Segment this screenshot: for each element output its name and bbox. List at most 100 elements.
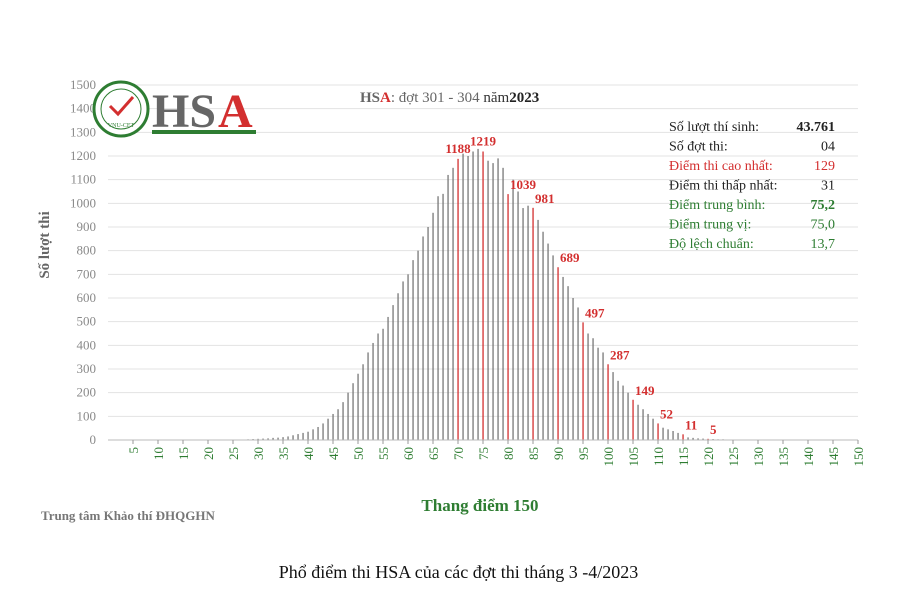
bar bbox=[582, 322, 584, 440]
x-tick-label: 105 bbox=[626, 447, 641, 467]
bar bbox=[622, 385, 624, 440]
logo-a: A bbox=[218, 85, 253, 138]
bar bbox=[287, 436, 289, 440]
bar bbox=[562, 276, 564, 440]
bar bbox=[392, 305, 394, 440]
y-tick-label: 500 bbox=[77, 314, 97, 329]
bar bbox=[387, 316, 389, 440]
y-tick-label: 1400 bbox=[70, 101, 96, 116]
bar bbox=[367, 352, 369, 440]
x-tick-label: 110 bbox=[651, 447, 666, 466]
x-tick-labels: 5 10 15 20 25 30 35 40 45 50 55 60 65 70 75 80 85 90 95 100… bbox=[126, 440, 866, 467]
bar bbox=[497, 158, 499, 440]
x-tick-label: 55 bbox=[376, 447, 391, 460]
bar bbox=[312, 429, 314, 440]
x-tick-label: 15 bbox=[176, 447, 191, 460]
data-label: 11 bbox=[685, 417, 697, 432]
bar bbox=[687, 437, 689, 440]
bar bbox=[277, 437, 279, 440]
bar bbox=[652, 418, 654, 440]
bar bbox=[412, 260, 414, 440]
data-label: 1039 bbox=[510, 177, 537, 192]
y-tick-label: 400 bbox=[77, 337, 97, 352]
bar bbox=[592, 338, 594, 440]
bar bbox=[542, 231, 544, 440]
bar bbox=[602, 352, 604, 440]
y-tick-label: 700 bbox=[77, 266, 97, 281]
bar bbox=[682, 434, 684, 440]
score-distribution-chart: 0100200300400500600700800900100011001200… bbox=[37, 77, 866, 523]
bar bbox=[322, 423, 324, 440]
x-tick-label: 30 bbox=[251, 447, 266, 460]
logo-underline bbox=[152, 130, 256, 134]
stat-label: Điểm thi thấp nhất: bbox=[669, 179, 777, 194]
logo-hs: HS bbox=[152, 85, 216, 138]
bar bbox=[407, 274, 409, 440]
stat-value: 75,2 bbox=[811, 198, 836, 213]
x-tick-label: 5 bbox=[126, 447, 141, 454]
bar bbox=[547, 243, 549, 440]
bar bbox=[512, 179, 514, 440]
bar bbox=[632, 399, 634, 440]
y-tick-label: 100 bbox=[77, 408, 97, 423]
x-tick-label: 70 bbox=[451, 447, 466, 460]
bar bbox=[352, 383, 354, 440]
x-tick-label: 95 bbox=[576, 447, 591, 460]
bar bbox=[667, 429, 669, 440]
bar bbox=[267, 438, 269, 440]
stat-label: Số đợt thi: bbox=[669, 140, 728, 155]
stat-value: 31 bbox=[821, 179, 835, 194]
y-tick-label: 900 bbox=[77, 219, 97, 234]
bar bbox=[517, 191, 519, 440]
bar bbox=[642, 409, 644, 440]
bar bbox=[282, 437, 284, 440]
bar bbox=[607, 364, 609, 440]
bar bbox=[382, 328, 384, 440]
x-tick-label: 135 bbox=[776, 447, 791, 467]
bar bbox=[327, 418, 329, 440]
bar bbox=[422, 236, 424, 440]
bar bbox=[662, 427, 664, 440]
bar bbox=[522, 208, 524, 440]
bar bbox=[587, 333, 589, 440]
data-label: 1188 bbox=[445, 141, 471, 156]
y-tick-label: 800 bbox=[77, 243, 97, 258]
bar bbox=[527, 205, 529, 440]
bar bbox=[572, 298, 574, 440]
x-tick-label: 150 bbox=[851, 447, 866, 467]
bar bbox=[557, 267, 559, 440]
x-tick-label: 85 bbox=[526, 447, 541, 460]
bar bbox=[332, 413, 334, 440]
bar bbox=[257, 438, 259, 440]
data-label: 497 bbox=[585, 305, 605, 320]
y-tick-label: 600 bbox=[77, 290, 97, 305]
bar bbox=[302, 432, 304, 440]
stat-value: 13,7 bbox=[811, 237, 836, 252]
stat-label: Độ lệch chuẩn: bbox=[669, 237, 754, 252]
bar bbox=[657, 423, 659, 440]
bar bbox=[477, 148, 479, 440]
x-tick-label: 100 bbox=[601, 447, 616, 467]
stat-value: 129 bbox=[814, 159, 835, 174]
data-label: 287 bbox=[610, 347, 630, 362]
y-tick-label: 1000 bbox=[70, 195, 96, 210]
bar bbox=[442, 193, 444, 440]
y-tick-label: 1500 bbox=[70, 77, 96, 92]
y-tick-labels: 0 100 200 300 400 500 600 700 800 900 1000 1100 1200… bbox=[70, 77, 96, 447]
x-tick-label: 90 bbox=[551, 447, 566, 460]
bar bbox=[507, 194, 509, 440]
x-tick-label: 65 bbox=[426, 447, 441, 460]
bar bbox=[637, 404, 639, 440]
bar bbox=[612, 372, 614, 440]
x-tick-label: 130 bbox=[751, 447, 766, 467]
x-tick-label: 40 bbox=[301, 447, 316, 460]
logo-seal-icon: VNU-CET bbox=[92, 80, 150, 138]
bar bbox=[347, 392, 349, 440]
bar bbox=[342, 402, 344, 440]
y-tick-label: 200 bbox=[77, 385, 97, 400]
x-tick-label: 75 bbox=[476, 447, 491, 460]
bar bbox=[457, 158, 459, 440]
x-tick-label: 35 bbox=[276, 447, 291, 460]
bar bbox=[462, 153, 464, 440]
